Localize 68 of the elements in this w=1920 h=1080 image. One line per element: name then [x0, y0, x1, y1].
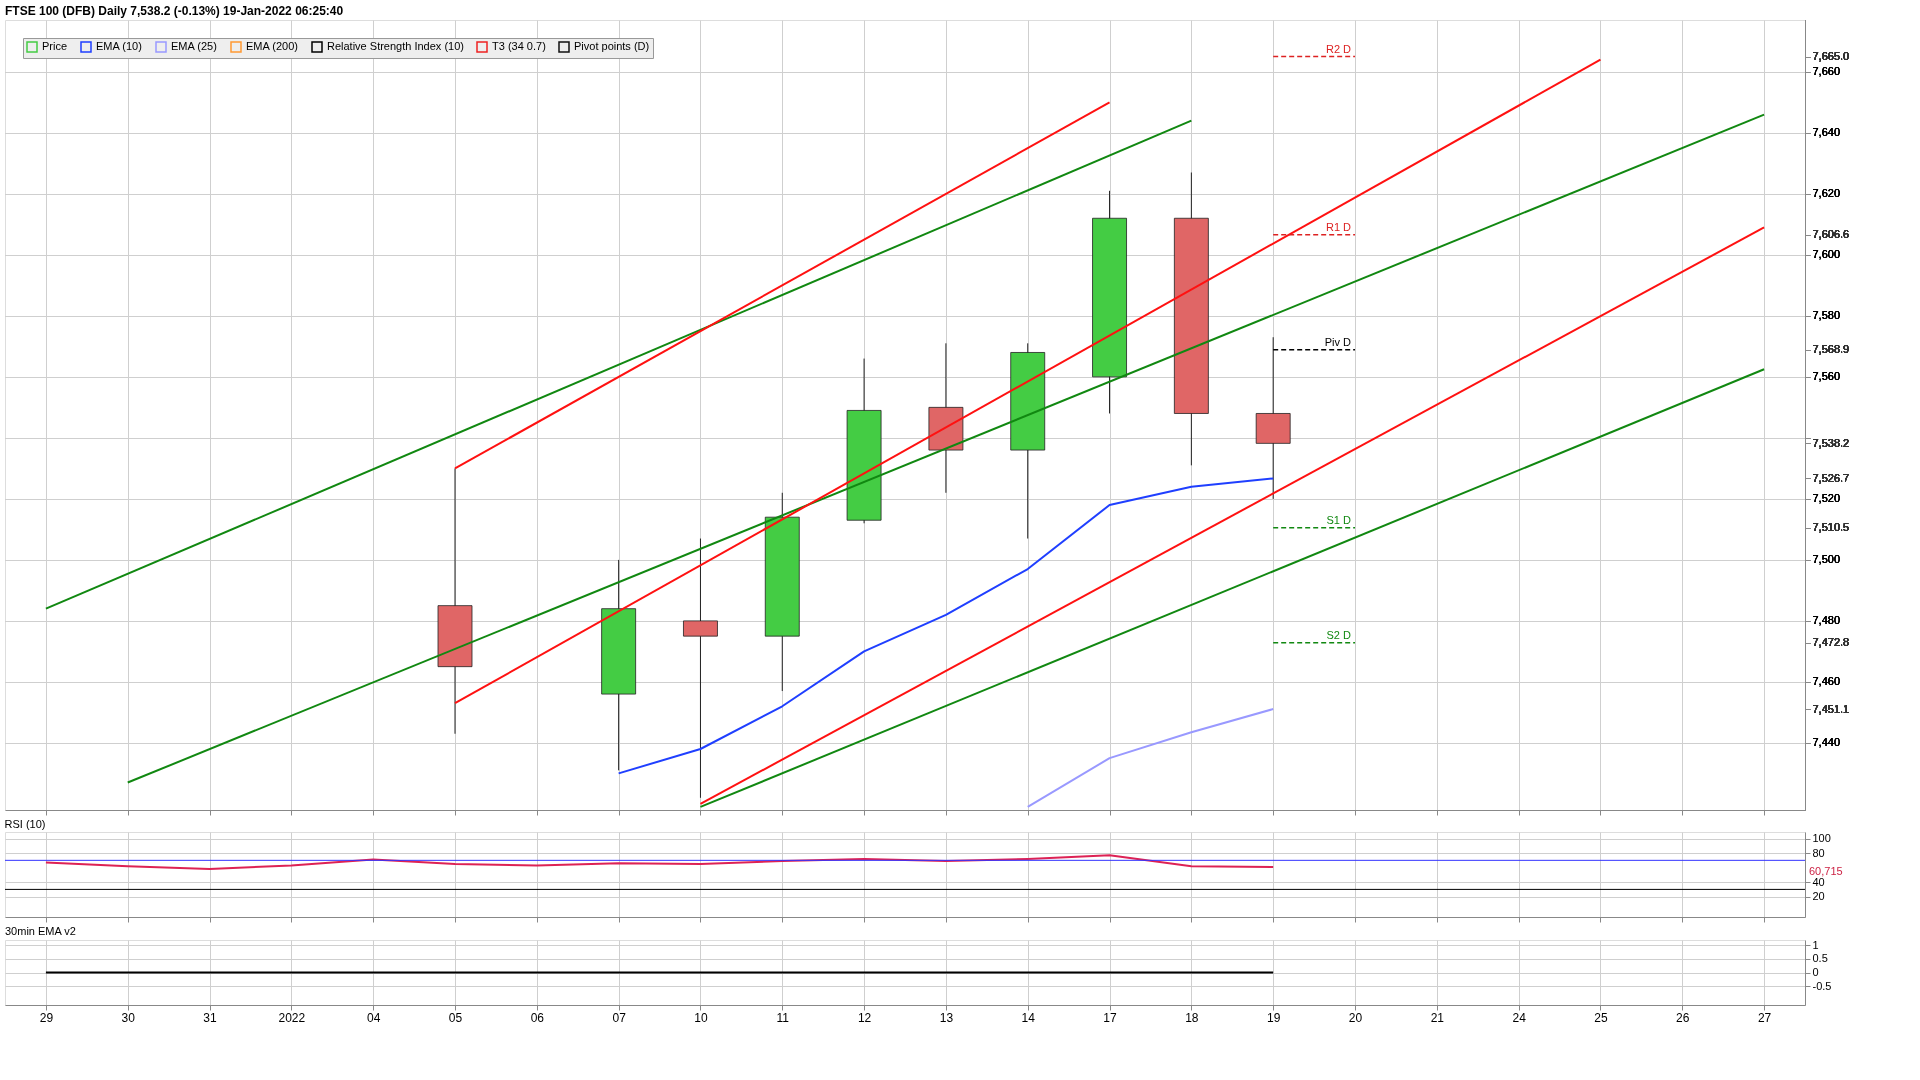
y2-tick-label: 7,568.9	[1812, 343, 1850, 356]
x-tick-label: 24	[1512, 1010, 1527, 1025]
x-tick-label: 26	[1676, 1010, 1690, 1025]
y-tick-label: 7,560	[1812, 370, 1841, 383]
y-tick-label: 7,640	[1812, 126, 1841, 139]
x-tick-label: 11	[776, 1010, 790, 1025]
x-tick-label: 04	[367, 1010, 381, 1025]
x-tick-label: 12	[857, 1010, 872, 1025]
y-tick-label: 7,520	[1812, 492, 1841, 505]
y-tick-label: 7,600	[1812, 248, 1841, 261]
text: 60,715	[1809, 864, 1843, 877]
line-series	[617, 477, 1275, 775]
y-tick-label: 0	[1812, 966, 1819, 978]
x-tick-label: 30	[121, 1010, 136, 1025]
ref-line-label: S2 D	[1326, 628, 1352, 641]
y2-tick-label: 7,538.2	[1812, 436, 1850, 449]
ref-line-label: Piv D	[1324, 335, 1352, 348]
y2-tick-label: 7,665.0	[1812, 50, 1850, 63]
y-tick-label: 0.5	[1812, 952, 1828, 965]
ref-line-label: S1 D	[1326, 513, 1352, 526]
legend-label: Price	[42, 40, 68, 52]
legend-label: EMA (25)	[171, 40, 217, 52]
x-tick-label: 31	[203, 1010, 218, 1025]
line-series	[1026, 708, 1275, 808]
x-tick-label: 07	[612, 1010, 627, 1025]
x-tick-label: 25	[1594, 1010, 1608, 1025]
x-tick-label: 18	[1185, 1010, 1199, 1025]
chart-title: RSI (10)	[4, 818, 46, 830]
x-tick-label: 21	[1430, 1010, 1445, 1025]
x-tick-label: 20	[1348, 1010, 1363, 1025]
x-tick-label: 29	[39, 1010, 54, 1025]
chart-title: FTSE 100 (DFB) Daily 7,538.2 (-0.13%) 19-Jan-2022 06:25:40	[5, 4, 344, 18]
y2-tick-label: 7,510.5	[1812, 521, 1850, 534]
candlestick	[683, 538, 718, 799]
y2-tick-label: 7,472.8	[1812, 636, 1850, 649]
x-tick-label: 06	[530, 1010, 545, 1025]
legend-label: EMA (10)	[96, 40, 142, 52]
x-tick-label: 10	[694, 1010, 708, 1025]
line-series	[44, 854, 1275, 871]
x-tick-label: 14	[1021, 1010, 1036, 1025]
y-tick-label: 7,440	[1812, 736, 1841, 749]
y-tick-label: 7,480	[1812, 614, 1841, 627]
y2-tick-label: 7,606.6	[1812, 228, 1850, 241]
y-tick-label: 20	[1812, 890, 1825, 903]
y-tick-label: 7,660	[1812, 65, 1841, 78]
ref-line-label: R2 D	[1325, 42, 1352, 55]
x-tick-label: 13	[939, 1010, 954, 1025]
x-tick-label: 19	[1267, 1010, 1281, 1025]
y-tick-label: 7,500	[1812, 553, 1841, 566]
y-tick-label: -0.5	[1812, 979, 1832, 992]
y-tick-label: 7,460	[1812, 675, 1841, 688]
x-tick-label: 05	[448, 1010, 463, 1025]
y-tick-label: 7,620	[1812, 187, 1841, 200]
y-tick-label: 100	[1812, 832, 1831, 845]
x-tick-label: 2022	[278, 1010, 306, 1025]
x-tick-label: 17	[1103, 1010, 1118, 1025]
legend-label: Pivot points (D)	[574, 40, 650, 52]
legend-label: EMA (200)	[246, 40, 298, 52]
y-tick-label: 1	[1812, 938, 1819, 951]
ref-line-label: R1 D	[1325, 220, 1352, 233]
y2-tick-label: 7,451.1	[1812, 702, 1850, 715]
y2-tick-label: 7,526.7	[1812, 471, 1850, 484]
x-tick-label: 27	[1757, 1010, 1772, 1025]
chart-title: 30min EMA v2	[5, 925, 76, 938]
legend-label: Relative Strength Index (10)	[327, 40, 464, 52]
legend-label: T3 (34 0.7)	[492, 40, 546, 52]
y-tick-label: 80	[1812, 846, 1825, 859]
y-tick-label: 7,580	[1812, 309, 1841, 322]
